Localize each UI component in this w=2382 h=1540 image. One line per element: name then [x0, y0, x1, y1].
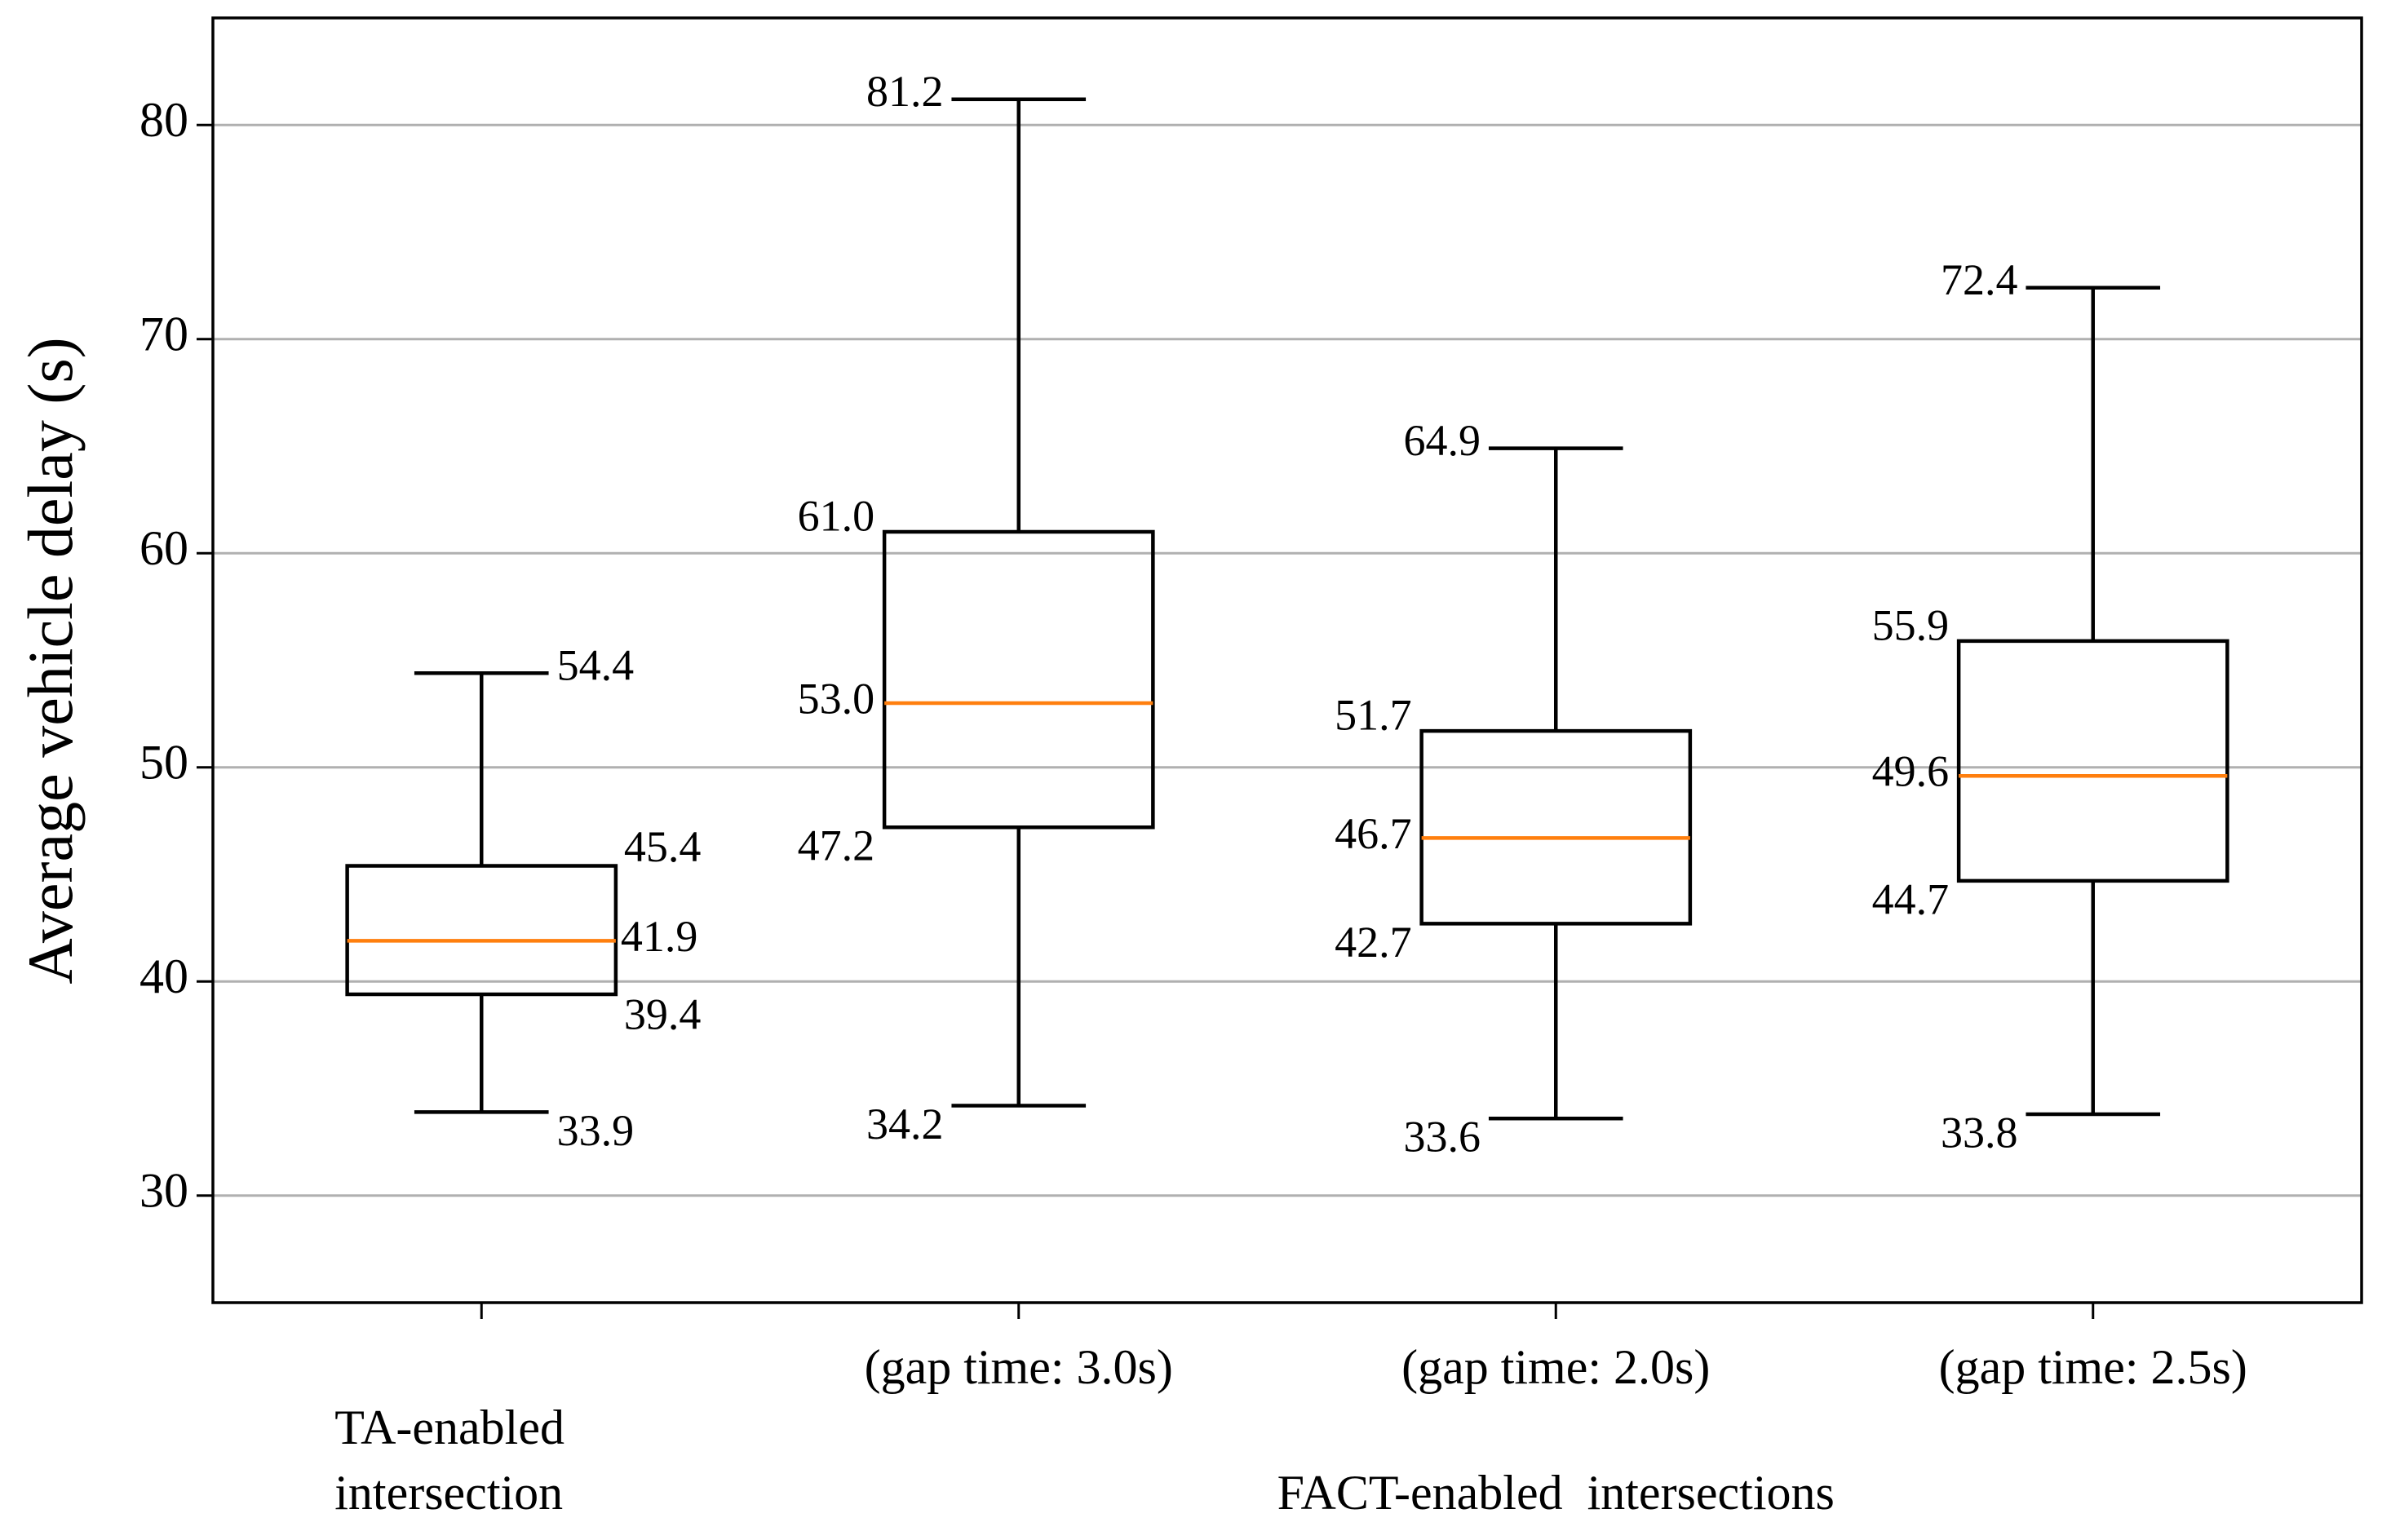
value-label: 44.7	[1872, 874, 1950, 923]
y-tick-label: 30	[139, 1164, 188, 1218]
y-axis-label: Average vehicle delay (s)	[15, 337, 86, 984]
x-tick-label: (gap time: 2.0s)	[1401, 1340, 1711, 1394]
value-label: 42.7	[1335, 918, 1412, 967]
value-label: 39.4	[624, 989, 702, 1038]
y-tick-label: 50	[139, 736, 188, 790]
value-label: 64.9	[1403, 416, 1481, 465]
value-label: 81.2	[866, 67, 944, 116]
group-label: FACT-enabled intersections	[1277, 1466, 1835, 1520]
value-label: 46.7	[1335, 809, 1412, 858]
value-label: 55.9	[1872, 600, 1950, 649]
value-label: 33.9	[557, 1106, 635, 1155]
x-tick-label: TA-enabled intersection	[334, 1401, 565, 1520]
y-tick-label: 60	[139, 521, 188, 575]
y-tick-label: 70	[139, 308, 188, 361]
value-label: 41.9	[621, 912, 698, 961]
value-label: 34.2	[866, 1100, 944, 1148]
y-tick-label: 80	[139, 93, 188, 147]
box	[1419, 728, 1693, 926]
value-label: 54.4	[557, 641, 635, 690]
x-tick-label: (gap time: 3.0s)	[864, 1340, 1173, 1394]
value-label: 33.6	[1403, 1113, 1481, 1162]
box	[1956, 639, 2229, 883]
value-label: 51.7	[1335, 691, 1412, 740]
value-label: 45.4	[624, 822, 702, 871]
value-label: 49.6	[1872, 747, 1950, 796]
y-tick-label: 40	[139, 949, 188, 1003]
box	[882, 529, 1155, 830]
value-label: 47.2	[798, 821, 875, 870]
x-tick-label: (gap time: 2.5s)	[1938, 1340, 2247, 1394]
box	[345, 864, 618, 997]
value-label: 61.0	[798, 491, 875, 540]
plot-frame	[211, 16, 2363, 1304]
value-label: 33.8	[1941, 1108, 2018, 1157]
value-label: 53.0	[798, 674, 875, 723]
value-label: 72.4	[1941, 255, 2018, 304]
